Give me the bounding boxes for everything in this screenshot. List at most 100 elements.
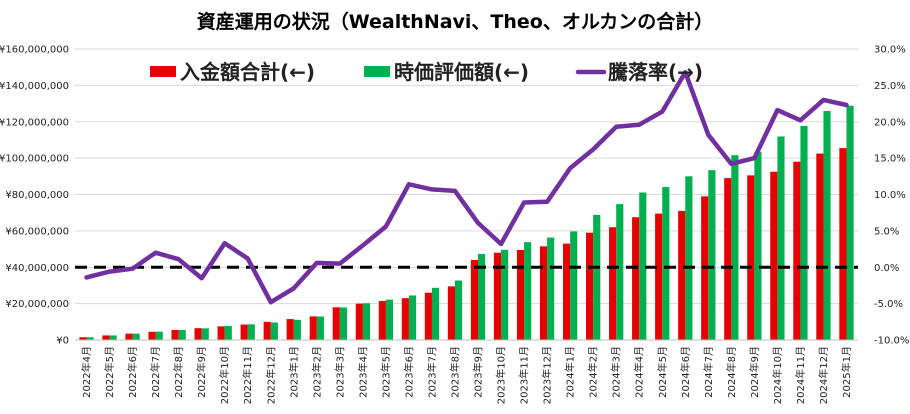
bar-deposit xyxy=(470,259,479,340)
bar-market-value xyxy=(524,242,532,340)
bar-market-value xyxy=(570,231,578,340)
left-tick-label: ¥40,000,000 xyxy=(5,263,69,274)
right-tick-label: 0.0% xyxy=(874,263,899,274)
bar-deposit xyxy=(286,319,294,340)
bar-market-value xyxy=(385,299,394,340)
bar-market-value xyxy=(800,125,808,340)
left-tick-label: ¥100,000,000 xyxy=(0,154,69,165)
bar-deposit xyxy=(678,210,686,340)
left-tick-label: ¥80,000,000 xyxy=(5,190,69,201)
x-tick-label: 2024年6月 xyxy=(679,346,692,398)
right-tick-label: 30.0% xyxy=(874,45,906,56)
right-tick-label: -5.0% xyxy=(874,299,903,310)
bar-market-value xyxy=(685,176,693,340)
x-tick-label: 2023年3月 xyxy=(333,346,346,398)
bar-market-value xyxy=(132,333,140,340)
legend: 入金額合計(←) 時価評価額(←) 騰落率(→) xyxy=(150,60,703,84)
x-tick-label: 2024年9月 xyxy=(748,346,761,398)
bar-deposit xyxy=(401,298,409,340)
x-tick-label: 2024年1月 xyxy=(564,346,577,398)
bar-market-value xyxy=(846,105,854,341)
bar-market-value xyxy=(639,192,647,340)
right-tick-label: 15.0% xyxy=(874,154,906,165)
x-tick-label: 2023年11月 xyxy=(518,346,531,404)
legend-swatch-market-value xyxy=(364,66,390,77)
bar-market-value xyxy=(593,214,601,340)
bar-deposit xyxy=(79,337,87,340)
left-tick-label: ¥20,000,000 xyxy=(5,299,69,310)
x-tick-label: 2024年7月 xyxy=(702,346,715,398)
x-tick-label: 2023年8月 xyxy=(449,346,462,398)
bar-market-value xyxy=(316,316,324,340)
x-tick-label: 2022年8月 xyxy=(172,346,185,398)
x-tick-label: 2023年4月 xyxy=(356,346,369,398)
x-tick-label: 2024年12月 xyxy=(817,346,830,404)
bar-deposit xyxy=(632,217,640,340)
x-axis: 2022年4月 2022年5月 2022年6月 2022年7月 2022年8月 2022年… xyxy=(75,339,858,404)
line-series xyxy=(84,70,849,305)
bar-deposit xyxy=(793,161,801,340)
x-tick-label: 2023年7月 xyxy=(426,346,439,398)
bar-market-value xyxy=(247,324,255,340)
right-axis: -10.0% -5.0% 0.0% 5.0% 10.0% 15.0% 20.0% 25.0% 3… xyxy=(874,45,909,347)
bar-market-value xyxy=(501,249,509,340)
x-tick-label: 2023年6月 xyxy=(402,346,415,398)
bar-market-value xyxy=(823,111,831,340)
bar-market-value xyxy=(178,329,186,340)
x-tick-label: 2023年2月 xyxy=(310,346,323,398)
bar-deposit xyxy=(493,252,502,340)
right-tick-label: 25.0% xyxy=(874,81,906,92)
bar-market-value xyxy=(431,287,440,340)
x-tick-label: 2024年4月 xyxy=(633,346,646,398)
bar-market-value xyxy=(408,295,417,340)
x-tick-label: 2022年9月 xyxy=(195,346,208,398)
gridlines xyxy=(75,48,858,341)
x-tick-label: 2025年1月 xyxy=(840,346,853,398)
legend-label-market-value: 時価評価額(←) xyxy=(394,60,529,84)
bar-deposit xyxy=(332,307,340,340)
bar-market-value xyxy=(362,303,371,340)
bar-deposit xyxy=(447,286,455,340)
left-tick-label: ¥120,000,000 xyxy=(0,117,69,128)
left-tick-label: ¥60,000,000 xyxy=(5,226,69,237)
left-axis: ¥0 ¥20,000,000 ¥40,000,000 ¥60,000,000 ¥80,0… xyxy=(0,45,69,347)
right-tick-label: 10.0% xyxy=(874,190,906,201)
x-tick-label: 2024年10月 xyxy=(771,346,784,404)
bar-market-value xyxy=(454,280,463,340)
bar-market-value xyxy=(616,204,624,340)
bar-deposit xyxy=(747,175,755,340)
return-rate-line xyxy=(84,70,849,305)
left-tick-label: ¥160,000,000 xyxy=(0,45,69,56)
bar-deposit xyxy=(724,178,732,340)
bar-deposit xyxy=(240,324,248,340)
bar-deposit xyxy=(539,246,548,340)
x-tick-label: 2023年12月 xyxy=(541,346,554,404)
bar-deposit xyxy=(171,329,179,340)
bar-deposit xyxy=(217,326,225,340)
x-tick-label: 2024年3月 xyxy=(610,346,623,398)
x-tick-label: 2023年5月 xyxy=(379,346,392,398)
x-tick-label: 2023年10月 xyxy=(495,346,508,404)
x-tick-label: 2022年12月 xyxy=(264,346,277,404)
x-tick-label: 2022年6月 xyxy=(126,346,139,398)
x-tick-label: 2022年10月 xyxy=(218,346,231,404)
bar-deposit xyxy=(816,153,824,340)
right-tick-label: -10.0% xyxy=(874,336,909,347)
bar-deposit xyxy=(194,328,202,340)
bar-market-value xyxy=(201,328,209,340)
x-tick-label: 2023年9月 xyxy=(472,346,485,398)
bar-deposit xyxy=(609,227,617,340)
bar-market-value xyxy=(478,253,486,340)
bar-market-value xyxy=(293,319,301,340)
bar-market-value xyxy=(754,151,762,340)
bar-market-value xyxy=(662,187,670,340)
bar-deposit xyxy=(839,148,847,340)
x-tick-label: 2022年11月 xyxy=(241,346,254,404)
x-tick-label: 2022年4月 xyxy=(80,346,93,398)
bar-deposit xyxy=(562,243,571,340)
left-tick-label: ¥0 xyxy=(56,336,69,347)
bar-deposit xyxy=(102,335,110,340)
bar-market-value xyxy=(731,155,739,340)
x-tick-label: 2022年5月 xyxy=(103,346,116,398)
